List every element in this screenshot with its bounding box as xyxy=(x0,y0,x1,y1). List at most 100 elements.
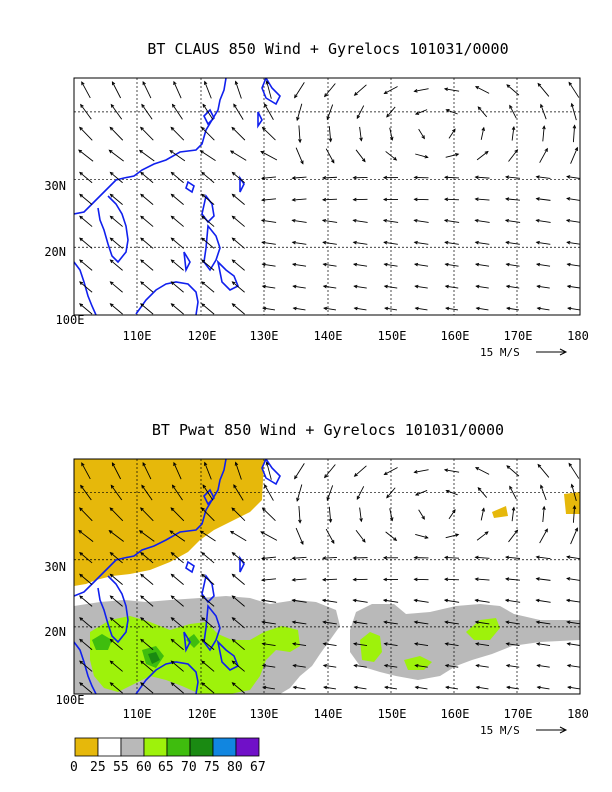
wind-arrow xyxy=(353,685,367,690)
wind-arrow xyxy=(261,507,276,521)
wind-arrow xyxy=(170,551,184,564)
wind-arrow xyxy=(231,171,245,184)
wind-arrow xyxy=(171,103,183,120)
wind-arrow xyxy=(292,284,306,289)
wind-arrow xyxy=(231,303,245,315)
wind-arrow xyxy=(291,262,307,267)
wind-arrow xyxy=(201,259,215,271)
pwat-shading xyxy=(74,459,580,694)
wind-arrow xyxy=(298,505,302,524)
wind-arrow xyxy=(170,237,184,249)
wind-arrow xyxy=(231,507,246,522)
wind-arrow xyxy=(231,660,245,672)
wind-arrow xyxy=(535,218,551,223)
x-tick-label: 140E xyxy=(314,707,343,721)
wind-arrow xyxy=(170,638,184,651)
wind-arrow xyxy=(413,197,429,202)
wind-arrow xyxy=(448,128,456,139)
wind-arrow xyxy=(231,682,245,694)
wind-arrow xyxy=(231,259,245,271)
wind-arrow xyxy=(201,171,215,184)
wind-arrow xyxy=(201,682,215,694)
wind-arrow xyxy=(170,281,184,293)
wind-arrow xyxy=(170,215,184,227)
wind-arrow xyxy=(170,595,184,607)
wind-arrow xyxy=(170,193,184,205)
wind-arrow xyxy=(231,215,245,227)
wind-arrow xyxy=(505,620,520,625)
wind-arrow xyxy=(291,198,307,202)
wind-arrow xyxy=(568,462,580,479)
wind-arrow xyxy=(322,620,337,625)
wind-arrow xyxy=(566,620,580,625)
colorbar-label: 55 xyxy=(113,760,129,775)
moist-lime-165e xyxy=(466,618,500,640)
wind-arrow xyxy=(140,617,154,629)
wind-arrow xyxy=(352,240,368,245)
y-tick-label: 30N xyxy=(44,560,66,574)
wind-arrow xyxy=(414,284,428,289)
wind-arrow xyxy=(265,461,272,480)
wind-arrow xyxy=(566,663,580,668)
wind-arrow xyxy=(261,126,276,141)
panel-1-title: BT CLAUS 850 Wind + Gyrelocs 101031/0000 xyxy=(147,40,509,58)
wind-arrow xyxy=(233,103,244,120)
wind-arrow xyxy=(171,484,183,501)
wind-arrow xyxy=(444,240,459,245)
wind-arrow xyxy=(79,682,93,694)
wind-arrow xyxy=(291,176,307,180)
wind-arrow xyxy=(142,80,152,99)
wind-arrow xyxy=(141,484,153,501)
wind-arrow xyxy=(443,87,460,92)
wind-arrow xyxy=(261,620,276,625)
wind-arrow xyxy=(414,685,428,690)
wind-arrow xyxy=(140,551,154,564)
wind-arrow xyxy=(535,642,551,647)
wind-arrow xyxy=(566,240,580,245)
wind-arrow xyxy=(173,461,182,480)
wind-arrow xyxy=(202,103,214,120)
wind-arrow xyxy=(475,306,489,311)
wind-arrow xyxy=(352,642,368,647)
wind-arrow xyxy=(474,86,490,94)
wind-arrow xyxy=(418,509,425,520)
wind-arrow xyxy=(506,465,520,477)
wind-arrow xyxy=(445,533,460,539)
wind-arrow xyxy=(474,642,490,647)
wind-arrow xyxy=(477,487,488,498)
wind-arrow xyxy=(505,284,520,289)
wind-arrow xyxy=(109,281,123,293)
wind-arrow xyxy=(109,171,123,184)
wind-arrow xyxy=(109,193,123,205)
wind-arrow xyxy=(572,124,577,143)
wind-arrow xyxy=(570,483,577,501)
wind-arrow xyxy=(261,556,277,561)
wind-arrow xyxy=(109,303,123,315)
map-panel-pwat xyxy=(73,458,581,695)
wind-arrow xyxy=(261,262,276,267)
colorbar-label: 75 xyxy=(204,760,220,775)
wind-arrow xyxy=(386,487,396,499)
wind-arrow xyxy=(321,176,338,180)
wind-arrow xyxy=(202,484,214,501)
wind-arrow xyxy=(108,530,124,542)
lat-lon-grid xyxy=(74,459,580,694)
wind-arrow xyxy=(352,577,368,582)
wind-arrow xyxy=(445,109,458,115)
dry-patch-east xyxy=(564,492,580,514)
x-tick-label: 160E xyxy=(441,329,470,343)
wind-arrow xyxy=(443,197,460,202)
wind-arrow xyxy=(260,218,277,223)
wind-arrow xyxy=(356,486,365,500)
wind-arrow xyxy=(79,259,93,271)
wind-arrow xyxy=(233,484,244,501)
wind-arrow xyxy=(566,197,580,201)
wind-scale-arrow xyxy=(536,348,568,356)
wind-arrow xyxy=(444,663,459,668)
wind-arrow xyxy=(79,281,93,293)
wind-arrow xyxy=(201,193,215,205)
wind-arrow xyxy=(352,556,368,560)
wind-arrow xyxy=(322,642,337,647)
wind-arrow xyxy=(140,215,154,227)
wind-arrow xyxy=(352,197,368,202)
